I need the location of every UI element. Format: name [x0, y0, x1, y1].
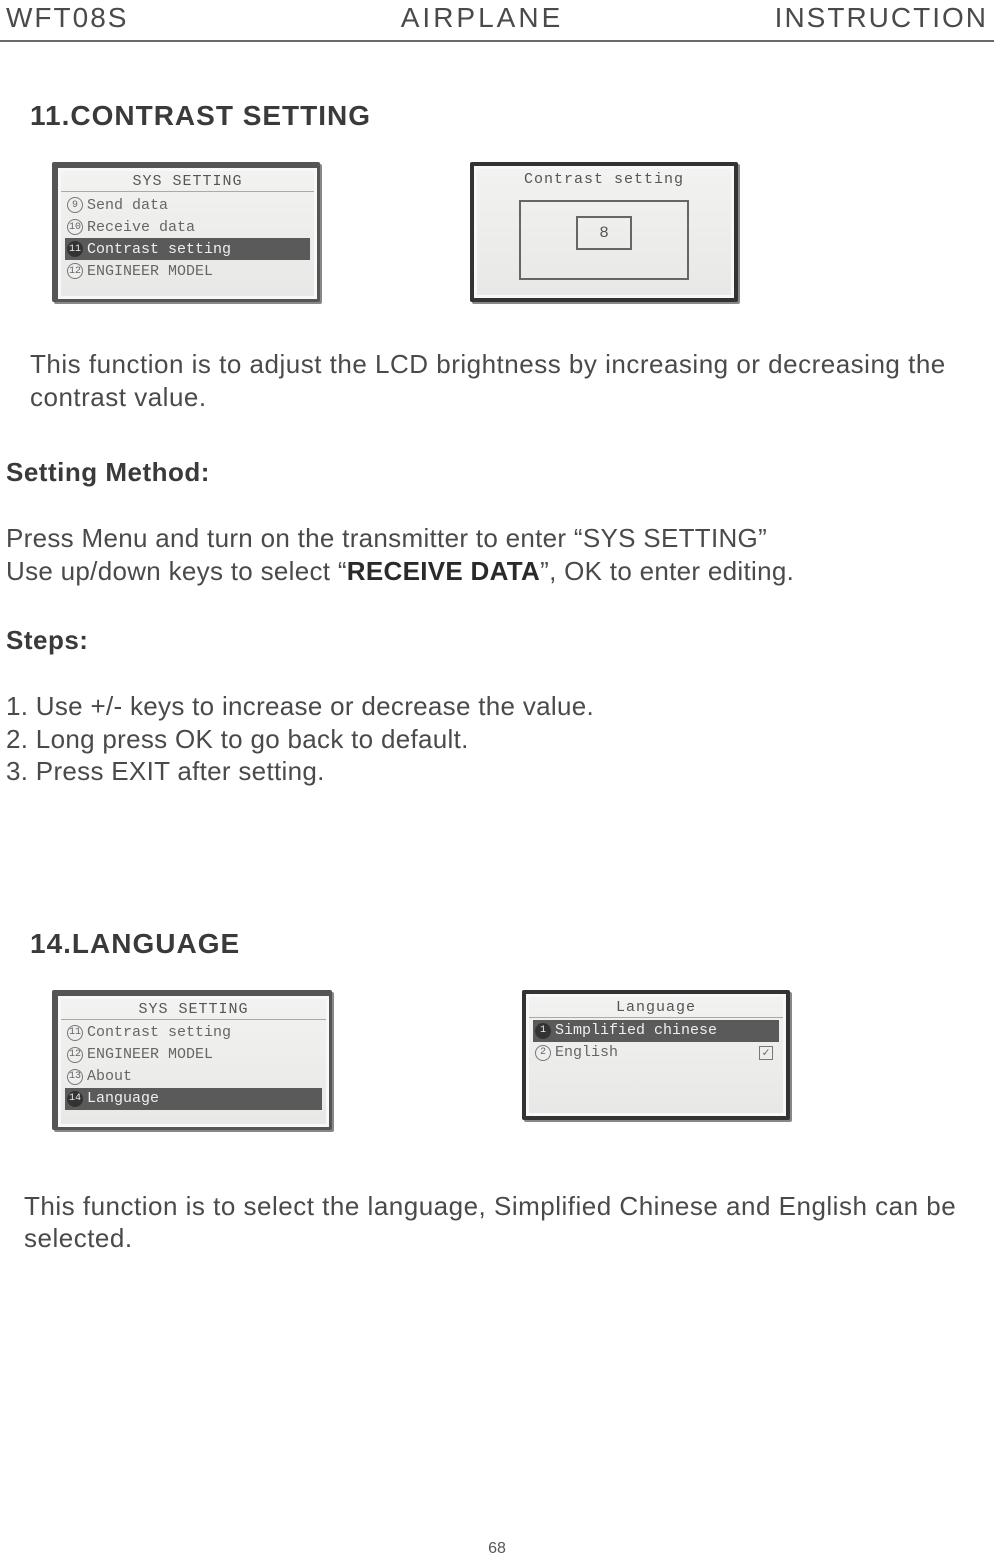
- menu-item: 2English ✓: [533, 1042, 779, 1064]
- menu-item-label: ENGINEER MODEL: [87, 263, 213, 280]
- menu-item: 10Receive data: [65, 216, 310, 238]
- section-14-title: 14.LANGUAGE: [30, 928, 994, 960]
- menu-item-number: 14: [67, 1091, 83, 1107]
- menu-item-label: Receive data: [87, 219, 195, 236]
- menu-item: 12ENGINEER MODEL: [65, 1044, 322, 1066]
- step-1: 1. Use +/- keys to increase or decrease …: [6, 690, 988, 723]
- contrast-frame-outer: 8: [519, 200, 689, 280]
- check-icon: ✓: [759, 1046, 773, 1060]
- lcd-inner: SYS SETTING 9Send data10Receive data11Co…: [61, 171, 314, 296]
- menu-item-label: Send data: [87, 197, 168, 214]
- page: WFT08S AIRPLANE INSTRUCTION 11.CONTRAST …: [0, 0, 994, 1568]
- step-2: 2. Long press OK to go back to default.: [6, 723, 988, 756]
- menu-item: 12ENGINEER MODEL: [65, 260, 310, 282]
- menu-item: 1Simplified chinese: [533, 1020, 779, 1042]
- section-11-title: 11.CONTRAST SETTING: [30, 100, 994, 132]
- lcd-inner: Language 1Simplified chinese2English✓: [529, 997, 783, 1113]
- menu-list: 9Send data10Receive data11Contrast setti…: [61, 192, 314, 284]
- section-11-intro: This function is to adjust the LCD brigh…: [30, 348, 964, 413]
- menu-item: 11Contrast setting: [65, 1022, 322, 1044]
- text: ”, OK to enter editing.: [540, 556, 794, 586]
- lcd-inner: SYS SETTING 11Contrast setting12ENGINEER…: [61, 999, 326, 1124]
- header-model: WFT08S: [6, 2, 226, 34]
- receive-data-bold: RECEIVE DATA: [347, 556, 540, 586]
- menu-item-label: ENGINEER MODEL: [87, 1046, 213, 1063]
- page-number: 68: [0, 1540, 994, 1558]
- menu-item-number: 10: [67, 219, 83, 235]
- menu-item-number: 1: [535, 1023, 551, 1039]
- menu-item-number: 2: [535, 1045, 551, 1061]
- lcd-language-select: Language 1Simplified chinese2English✓: [522, 990, 790, 1120]
- lcd-inner: Contrast setting 8: [477, 169, 731, 295]
- lcd-title: Contrast setting: [477, 169, 731, 188]
- menu-item-label: Contrast setting: [87, 1024, 231, 1041]
- menu-item-label: About: [87, 1068, 132, 1085]
- lcd-sys-setting-language: SYS SETTING 11Contrast setting12ENGINEER…: [52, 990, 332, 1130]
- section-11-screens: SYS SETTING 9Send data10Receive data11Co…: [52, 162, 994, 302]
- lcd-sys-setting-contrast: SYS SETTING 9Send data10Receive data11Co…: [52, 162, 320, 302]
- setting-method-line2: Use up/down keys to select “RECEIVE DATA…: [6, 555, 988, 588]
- menu-item-label: Simplified chinese: [555, 1022, 717, 1039]
- step-3: 3. Press EXIT after setting.: [6, 755, 988, 788]
- menu-item: 13About: [65, 1066, 322, 1088]
- text: Use up/down keys to select “: [6, 556, 347, 586]
- steps-heading: Steps:: [6, 625, 988, 656]
- menu-item-label: Language: [87, 1090, 159, 1107]
- lcd-title: SYS SETTING: [61, 999, 326, 1018]
- lcd-contrast-value: Contrast setting 8: [470, 162, 738, 302]
- contrast-value: 8: [576, 216, 632, 250]
- menu-item-number: 9: [67, 197, 83, 213]
- header-doc-type: INSTRUCTION: [738, 2, 988, 34]
- menu-item-label: English: [555, 1044, 618, 1061]
- menu-item-number: 13: [67, 1069, 83, 1085]
- section-14-screens: SYS SETTING 11Contrast setting12ENGINEER…: [52, 990, 994, 1130]
- menu-item-number: 12: [67, 263, 83, 279]
- section-14-intro: This function is to select the language,…: [24, 1190, 964, 1255]
- menu-item-number: 11: [67, 1025, 83, 1041]
- menu-list: 1Simplified chinese2English✓: [529, 1018, 783, 1066]
- menu-list: 11Contrast setting12ENGINEER MODEL13Abou…: [61, 1020, 326, 1112]
- menu-item: 9Send data: [65, 194, 310, 216]
- setting-method-line1: Press Menu and turn on the transmitter t…: [6, 522, 988, 555]
- lcd-title: Language: [529, 997, 783, 1016]
- menu-item-number: 11: [67, 241, 83, 257]
- menu-item: 11Contrast setting: [65, 238, 310, 260]
- menu-item-number: 12: [67, 1047, 83, 1063]
- menu-item-label: Contrast setting: [87, 241, 231, 258]
- header-section: AIRPLANE: [226, 2, 738, 34]
- lcd-title: SYS SETTING: [61, 171, 314, 190]
- page-header: WFT08S AIRPLANE INSTRUCTION: [0, 0, 994, 42]
- setting-method-heading: Setting Method:: [6, 457, 988, 488]
- menu-item: 14Language: [65, 1088, 322, 1110]
